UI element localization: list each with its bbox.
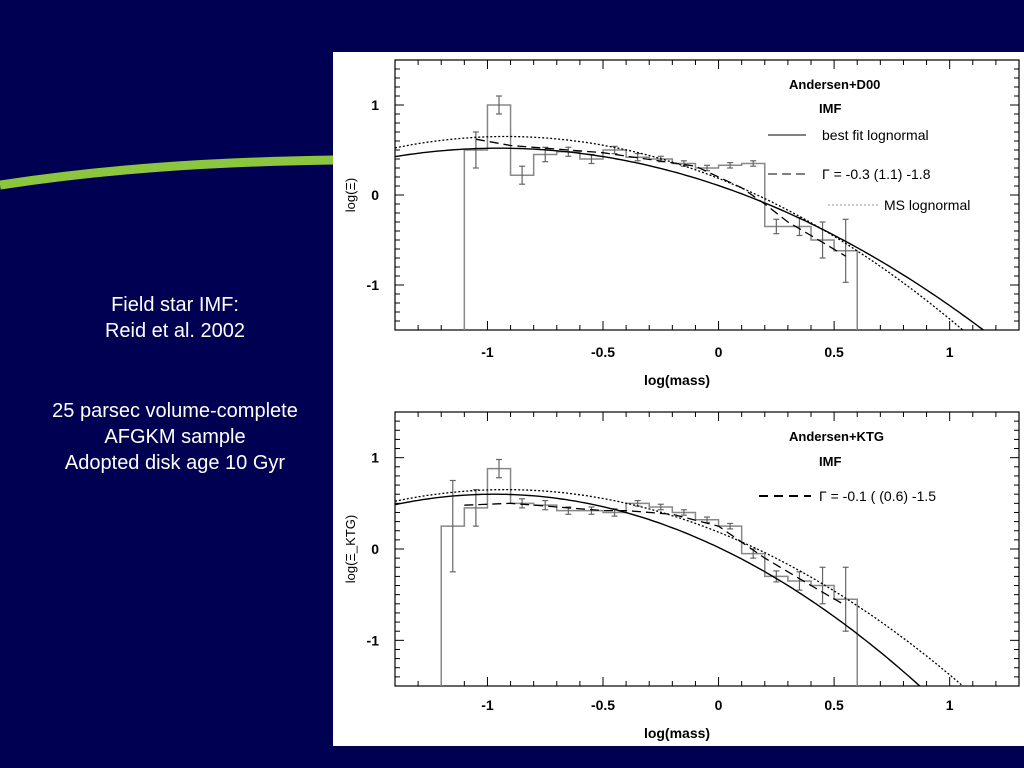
chart2-title: Andersen+KTG [789, 429, 884, 444]
chart1-xtick-label: -1 [481, 344, 494, 360]
chart2-ylabel: log(Ξ_KTG) [343, 515, 358, 583]
figure-panel: -1 -0.5 0 0.5 1 -1 0 1 log(mass) log(Ξ) Andersen+D… [333, 52, 1024, 746]
green-swoosh-line [0, 155, 335, 190]
chart1-ytick-label: 0 [371, 187, 379, 203]
chart1-xtick-label: 0 [715, 344, 723, 360]
chart1-ytick-label: -1 [367, 277, 380, 293]
chart1-series-solid-line [395, 147, 985, 330]
chart2-series-dashed-line [464, 502, 847, 607]
chart1-ylabel: log(Ξ) [343, 178, 358, 212]
slide-description-line-1: 25 parsec volume-complete [52, 400, 298, 422]
chart1-title: Andersen+D00 [789, 77, 880, 92]
chart1-xtick-label: -0.5 [591, 344, 615, 360]
chart1-legend-label: MS lognormal [884, 197, 970, 213]
chart1-series-dashed-line [475, 138, 847, 257]
chart1-group: -1 -0.5 0 0.5 1 -1 0 1 log(mass) log(Ξ) Andersen+D… [343, 59, 1020, 388]
chart2-xlabel: log(mass) [644, 725, 710, 741]
chart2-plot-area [395, 458, 964, 686]
imf-plots: -1 -0.5 0 0.5 1 -1 0 1 log(mass) log(Ξ) Andersen+D… [343, 59, 1020, 741]
chart2-legend-label: Γ = -0.1 ( (0.6) -1.5 [819, 488, 936, 504]
chart2-xtick-label: 0.5 [824, 697, 844, 713]
chart1-subtitle: IMF [819, 101, 841, 116]
slide-title-line-1: Field star IMF: [111, 294, 239, 316]
chart2-xtick-label: 1 [946, 697, 954, 713]
chart2-ytick-label: -1 [367, 632, 380, 648]
chart2-xtick-label: -0.5 [591, 697, 615, 713]
chart2-xtick-label: 0 [715, 697, 723, 713]
chart2-histogram [440, 467, 858, 686]
chart1-xlabel: log(mass) [644, 372, 710, 388]
slide-description: 25 parsec volume-complete AFGKM sample A… [20, 398, 330, 476]
chart2-series-solid-line [395, 493, 921, 686]
chart1-legend-label: best fit lognormal [822, 127, 929, 143]
slide-title-line-2: Reid et al. 2002 [104, 320, 246, 342]
chart2-series-dotted-line [395, 488, 964, 686]
chart2-ytick-label: 0 [371, 541, 379, 557]
chart1-plot-area [395, 95, 985, 330]
chart1-xtick-label: 1 [946, 344, 954, 360]
chart1-legend-label: Γ = -0.3 (1.1) -1.8 [822, 166, 931, 182]
chart2-ytick-label: 1 [371, 450, 379, 466]
chart1-ytick-label: 1 [371, 97, 379, 113]
chart1-xtick-label: 0.5 [824, 344, 844, 360]
slide-description-line-3: Adopted disk age 10 Gyr [64, 452, 286, 474]
chart2-group: -1 -0.5 0 0.5 1 -1 0 1 log(mass) log(Ξ_KTG) Anders… [343, 411, 1020, 741]
slide-title: Field star IMF: Reid et al. 2002 [20, 292, 330, 344]
chart1-series-dotted-line [395, 135, 964, 330]
chart2-frame [394, 411, 1020, 687]
slide-description-line-2: AFGKM sample [104, 426, 246, 448]
chart2-subtitle: IMF [819, 454, 841, 469]
chart2-xtick-label: -1 [481, 697, 494, 713]
